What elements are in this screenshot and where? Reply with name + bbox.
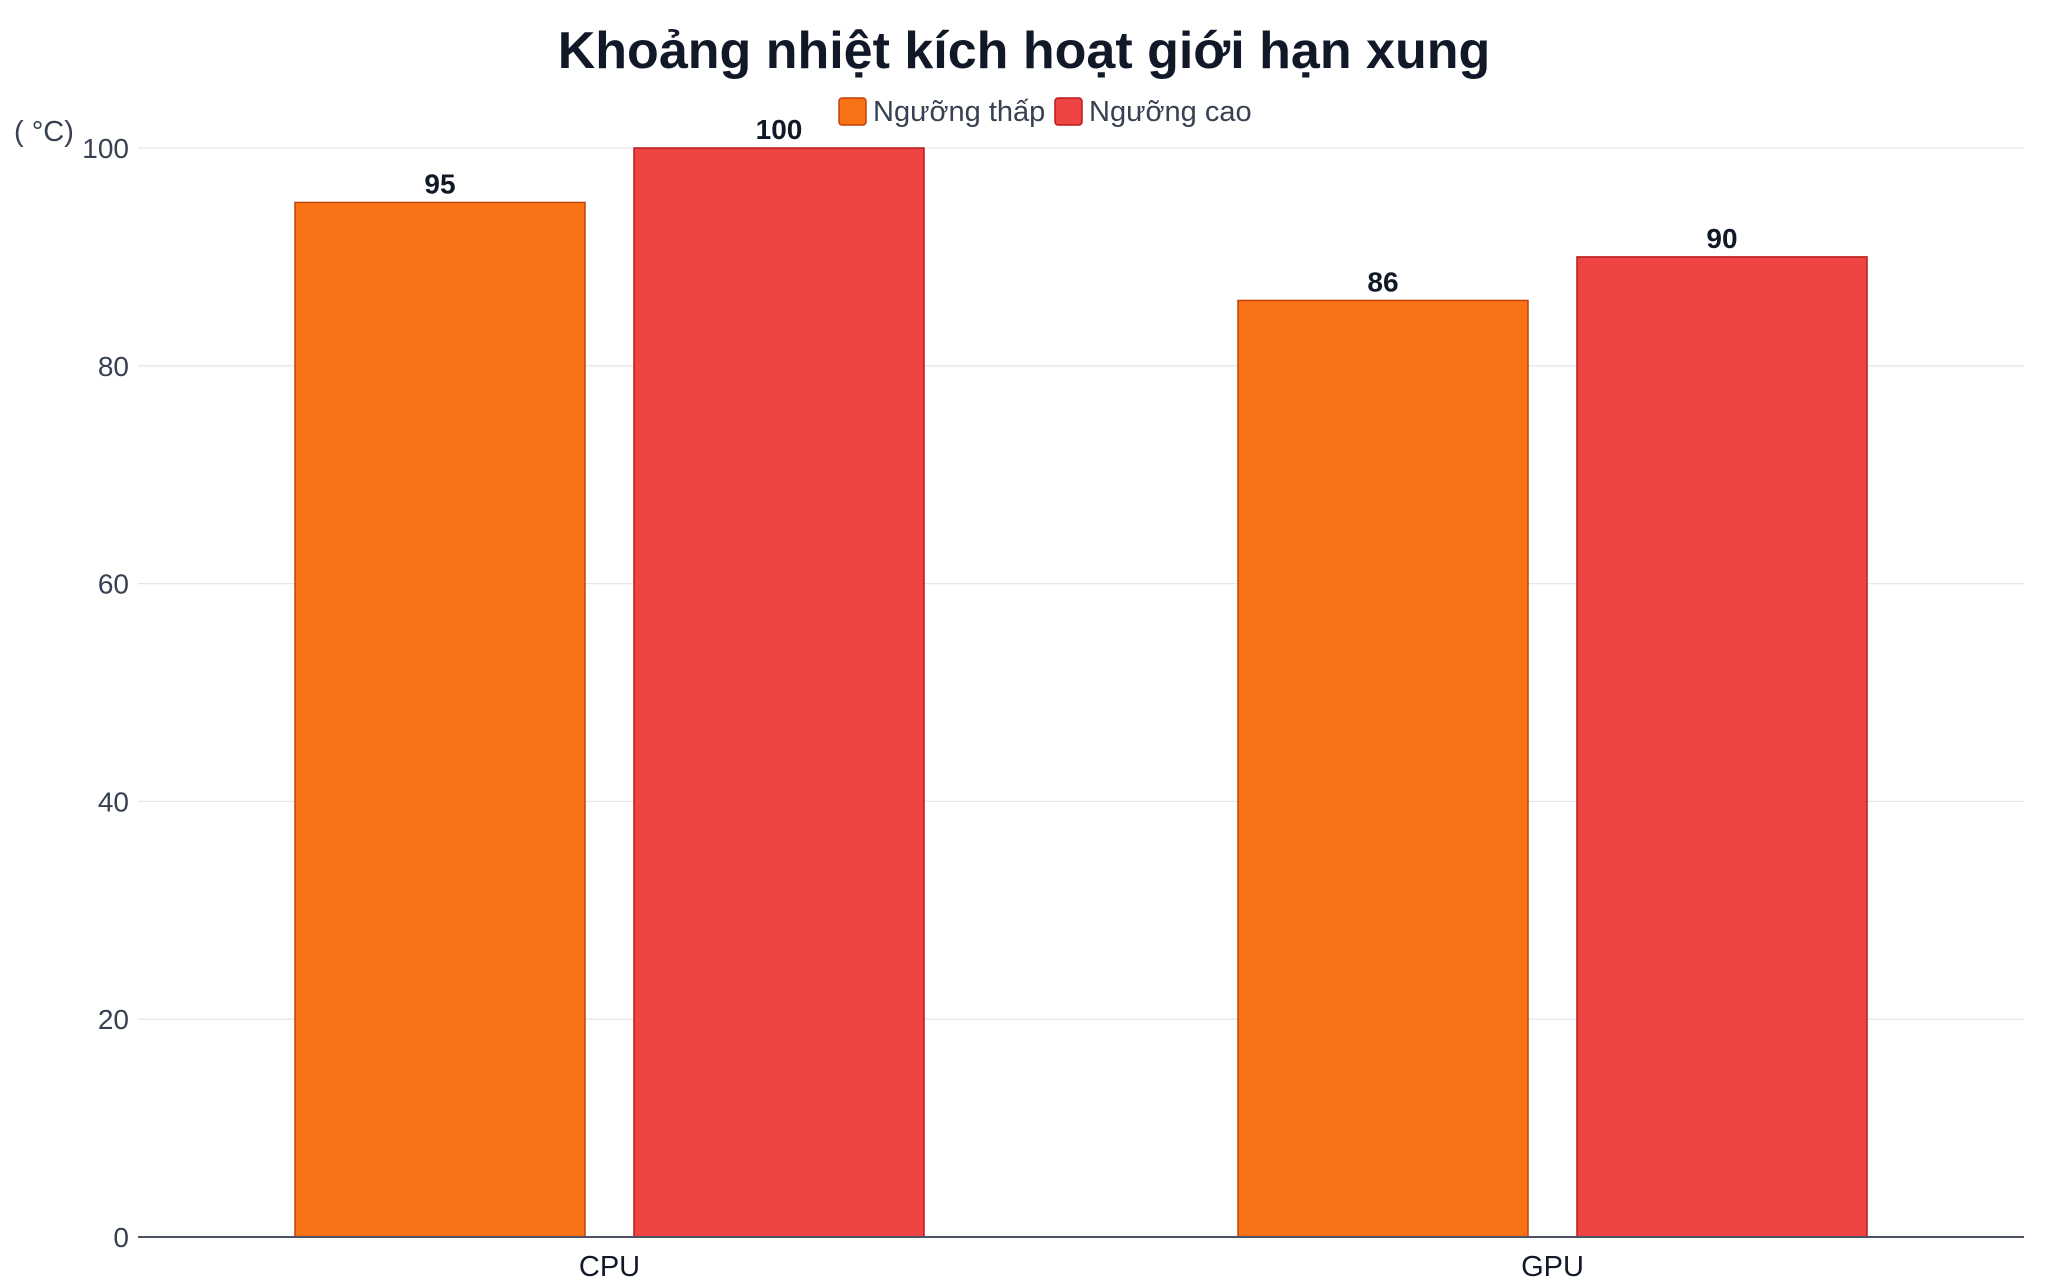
y-axis-ticks: 0 20 40 60 80 100: [82, 133, 129, 1253]
y-axis-unit-label: ( °C): [14, 116, 74, 148]
legend-label: Ngưỡng thấp: [873, 96, 1045, 128]
x-tick-label: CPU: [579, 1251, 640, 1280]
data-label: 95: [424, 168, 455, 199]
data-label: 100: [756, 114, 803, 145]
x-axis-ticks: CPU GPU: [579, 1251, 1584, 1280]
legend-label: Ngưỡng cao: [1089, 96, 1252, 128]
bars: [294, 147, 1868, 1238]
bar-gpu-series-1: [1237, 299, 1529, 1238]
legend: Ngưỡng thấp Ngưỡng cao: [838, 96, 1252, 128]
y-tick-label: 60: [98, 569, 129, 600]
y-tick-label: 40: [98, 786, 129, 817]
data-label: 90: [1706, 223, 1737, 254]
y-tick-label: 80: [98, 351, 129, 382]
bar-cpu-series-1: [294, 201, 586, 1238]
data-label: 86: [1367, 266, 1398, 297]
x-tick-label: GPU: [1521, 1251, 1584, 1280]
y-tick-label: 0: [113, 1222, 129, 1253]
y-tick-label: 20: [98, 1004, 129, 1035]
legend-swatch: [838, 97, 867, 126]
legend-swatch: [1054, 97, 1083, 126]
y-tick-label: 100: [82, 133, 129, 164]
bar-cpu-series-2: [633, 147, 925, 1238]
bar-gpu-series-2: [1576, 256, 1868, 1238]
chart-title: Khoảng nhiệt kích hoạt giới hạn xung: [558, 22, 1491, 80]
data-labels: 95 100 86 90: [424, 114, 1737, 297]
